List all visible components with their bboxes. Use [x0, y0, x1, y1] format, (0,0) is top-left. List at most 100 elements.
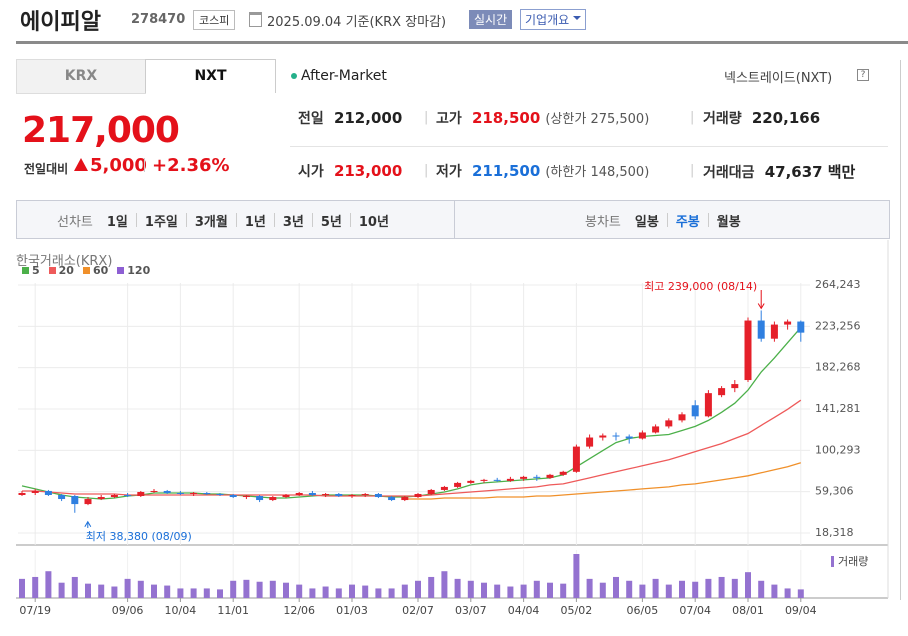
candle-body	[256, 496, 264, 501]
max-annotation: 최고 239,000 (08/14)	[644, 280, 757, 293]
candle-body	[374, 493, 382, 498]
candle-body	[361, 493, 369, 496]
divider	[311, 213, 313, 227]
tab-krx[interactable]: KRX	[16, 59, 146, 94]
period-button[interactable]: 1일	[106, 215, 128, 230]
volume-bar	[203, 588, 210, 598]
realtime-button[interactable]: 실시간	[469, 10, 513, 29]
candle-body	[150, 490, 158, 492]
calendar-icon	[249, 12, 262, 27]
volume-bar	[164, 585, 171, 598]
stat: 거래량 220,166	[703, 108, 820, 128]
help-icon[interactable]: ?	[857, 69, 869, 81]
candle-body	[31, 490, 39, 493]
stat-note: (상한가 275,500)	[545, 112, 650, 127]
period-button[interactable]: 3개월	[194, 215, 228, 230]
volume-bar	[784, 588, 791, 598]
volume-bar	[731, 578, 738, 598]
moving-average-line	[22, 399, 802, 497]
tab-nxt[interactable]: NXT	[145, 59, 276, 93]
y-tick-label: 141,281	[815, 402, 861, 415]
divider	[666, 213, 668, 227]
volume-bar	[137, 580, 144, 598]
stat-label: 고가	[436, 111, 462, 127]
volume-bar	[322, 586, 329, 598]
date: 2025.09.04 기준(KRX 장마감)	[267, 15, 447, 30]
volume-bar	[560, 583, 567, 598]
volume-bar	[32, 576, 39, 598]
candle-body	[84, 499, 92, 505]
volume-bar	[520, 584, 527, 598]
stat-value: 212,000	[333, 109, 403, 127]
x-tick-label: 09/04	[785, 604, 817, 617]
legend-item: 20	[48, 264, 74, 277]
candle-body	[506, 478, 514, 481]
period-button[interactable]: 3년	[282, 215, 304, 230]
x-tick-label: 12/06	[283, 604, 315, 617]
change: 5,000	[90, 155, 147, 176]
candle-body	[137, 491, 145, 497]
overview-button[interactable]: 기업개요	[520, 9, 587, 30]
stat: 저가 211,500 (하한가 148,500)	[436, 161, 649, 181]
stat-value: 213,000	[333, 162, 403, 180]
candle-body	[110, 495, 118, 498]
row-rule	[290, 146, 888, 147]
market-badge: 코스피	[193, 10, 236, 30]
period-button[interactable]: 1주일	[144, 215, 178, 230]
volume-bar	[758, 580, 765, 598]
volume-bar	[58, 582, 65, 598]
volume-bar	[296, 584, 303, 598]
y-tick-label: 100,293	[815, 443, 861, 456]
stat-label: 거래량	[703, 111, 742, 127]
stat: 시가 213,000	[298, 161, 402, 181]
candle-body	[546, 474, 554, 478]
legend-item: 60	[82, 264, 108, 277]
volume-bar	[441, 571, 448, 598]
divider	[454, 201, 455, 238]
volume-bar	[573, 554, 580, 598]
volume-bar	[190, 588, 197, 598]
candle-body	[678, 414, 686, 421]
candle-body	[572, 446, 580, 472]
volume-legend: 거래량	[838, 555, 868, 568]
candle-body	[625, 436, 633, 439]
candle-body	[216, 493, 224, 496]
period-button[interactable]: 일봉	[634, 215, 659, 230]
nxt-link[interactable]: 넥스트레이드(NXT)	[724, 71, 833, 86]
volume-bar	[45, 571, 52, 598]
stat-label: 저가	[436, 164, 462, 180]
candle-body	[440, 486, 448, 490]
period-button[interactable]: 1년	[244, 215, 266, 230]
volume-bar	[626, 580, 633, 598]
period-button[interactable]: 10년	[358, 215, 389, 230]
candle-body	[704, 393, 712, 417]
legend-item: 5	[22, 264, 40, 277]
volume-bar	[533, 580, 540, 598]
volume-bar	[177, 588, 184, 598]
stat: 전일 212,000	[298, 108, 402, 128]
volume-bar	[349, 584, 355, 598]
candle-body	[269, 497, 277, 501]
candle-body	[797, 321, 805, 333]
candle-body	[784, 321, 792, 325]
period-button[interactable]: 주봉	[675, 215, 700, 230]
volume-bar	[71, 576, 78, 598]
stat-value: 218,500	[471, 109, 541, 127]
moving-average-line	[404, 462, 801, 500]
x-tick-label: 07/04	[679, 604, 711, 617]
line-periods: 선차트 1일 1주일 3개월 1년 3년 5년 10년	[57, 211, 389, 230]
candle-body	[190, 492, 198, 494]
period-button[interactable]: 5년	[320, 215, 342, 230]
volume-bar	[679, 580, 685, 598]
period-label: 선차트	[57, 215, 93, 230]
stat-label: 시가	[298, 164, 324, 180]
candle-body	[229, 495, 237, 498]
moving-average-line	[21, 327, 802, 500]
legend-label: 20	[58, 264, 74, 277]
period-button[interactable]: 월봉	[716, 215, 741, 230]
volume-bar	[494, 584, 501, 598]
stock-code: 278470	[131, 12, 186, 27]
divider	[235, 213, 237, 227]
volume-bar	[718, 576, 725, 598]
candle-body	[335, 493, 343, 497]
